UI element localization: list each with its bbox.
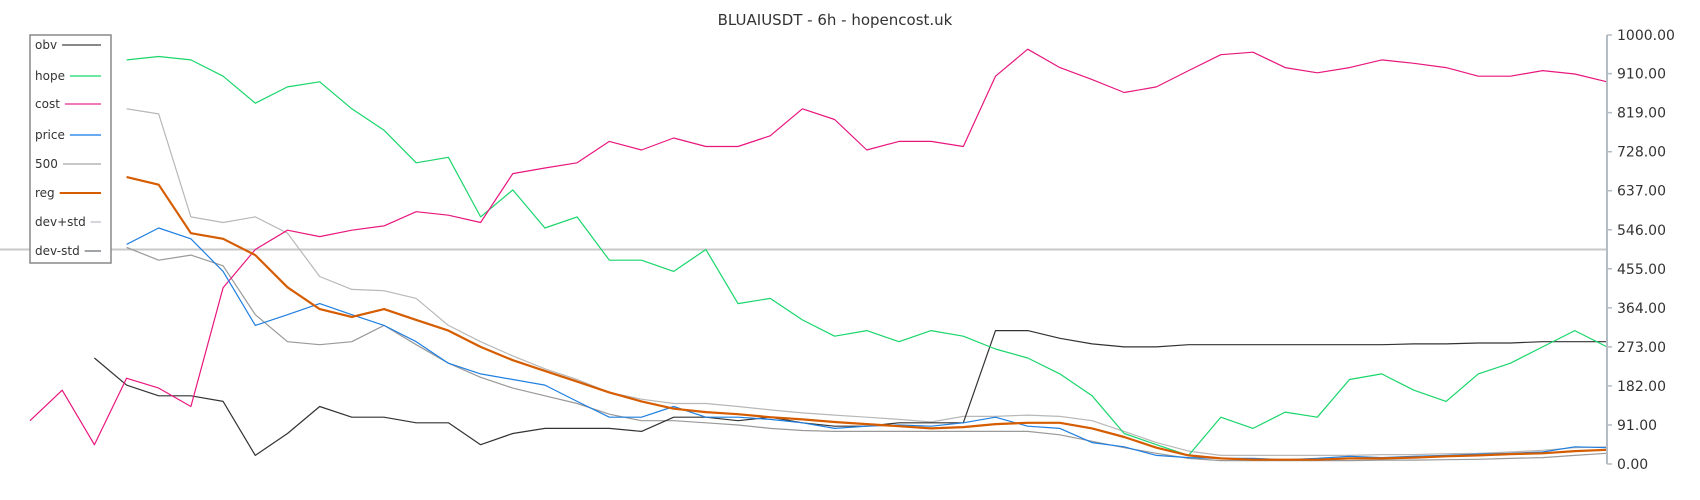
series-layer bbox=[0, 48, 1608, 462]
legend-item-reg[interactable]: reg bbox=[35, 186, 101, 200]
legend-box bbox=[29, 34, 112, 264]
legend-item-cost[interactable]: cost bbox=[35, 97, 101, 111]
series-line-dev-std bbox=[126, 108, 1608, 456]
legend-label: 500 bbox=[35, 157, 58, 171]
y-tick-label: 728.00 bbox=[1617, 145, 1666, 161]
legend-label: hope bbox=[35, 69, 65, 83]
y-tick-label: 910.00 bbox=[1617, 67, 1666, 83]
legend-label: dev+std bbox=[35, 215, 86, 229]
legend-item-price[interactable]: price bbox=[35, 128, 101, 142]
y-tick-label: 455.00 bbox=[1617, 262, 1666, 278]
y-tick-label: 91.00 bbox=[1617, 418, 1657, 434]
legend-item-500[interactable]: 500 bbox=[35, 157, 101, 171]
series-line-hope bbox=[126, 55, 1608, 456]
chart-title: BLUAIUSDT - 6h - hopencost.uk bbox=[718, 11, 953, 29]
y-tick-label: 364.00 bbox=[1617, 301, 1666, 317]
y-tick-label: 1000.00 bbox=[1617, 28, 1675, 44]
y-tick-label: 182.00 bbox=[1617, 379, 1666, 395]
series-line-obv bbox=[94, 330, 1607, 456]
y-tick-label: 273.00 bbox=[1617, 340, 1666, 356]
legend: obv hope cost price 500 reg dev+std dev-std bbox=[29, 34, 112, 264]
legend-label: obv bbox=[35, 38, 57, 52]
series-line-dev-std bbox=[126, 246, 1608, 462]
y-tick-label: 546.00 bbox=[1617, 223, 1666, 239]
y-tick-label: 637.00 bbox=[1617, 184, 1666, 200]
legend-label: cost bbox=[35, 97, 60, 111]
series-line-reg bbox=[126, 175, 1608, 461]
legend-item-dev-std[interactable]: dev+std bbox=[35, 215, 101, 229]
y-axis: 0.00 91.00 182.00 273.00 364.00 455.00 546.00 6… bbox=[1606, 28, 1675, 473]
legend-label: price bbox=[35, 128, 65, 142]
legend-item-hope[interactable]: hope bbox=[35, 69, 101, 83]
legend-item-obv[interactable]: obv bbox=[35, 38, 101, 52]
y-tick-label: 0.00 bbox=[1617, 457, 1648, 473]
legend-label: reg bbox=[35, 186, 55, 200]
legend-item-dev-std[interactable]: dev-std bbox=[35, 244, 101, 258]
series-line-cost bbox=[29, 48, 1608, 446]
legend-label: dev-std bbox=[35, 244, 80, 258]
y-tick-label: 819.00 bbox=[1617, 106, 1666, 122]
series-line-price bbox=[126, 227, 1608, 461]
